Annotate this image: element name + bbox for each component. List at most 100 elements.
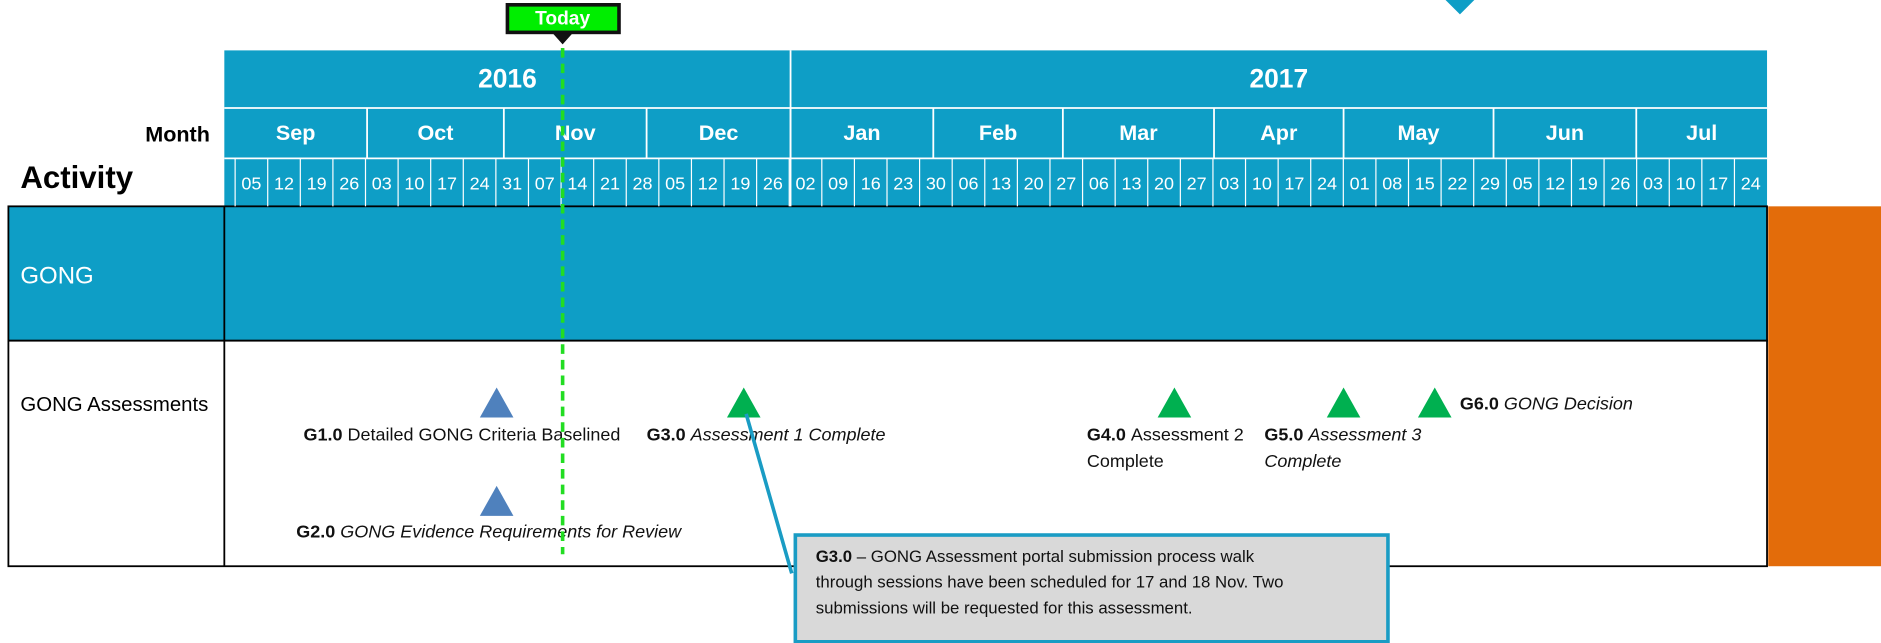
week-label: 17	[1708, 173, 1728, 193]
milestone-label: G4.0 Assessment 2	[1087, 424, 1244, 444]
week-label: 08	[1382, 173, 1402, 193]
milestone	[1157, 387, 1192, 418]
month-label: Jun	[1546, 120, 1584, 145]
week-label: 30	[926, 173, 946, 193]
milestone-text: GONG Decision	[1504, 393, 1633, 413]
milestone-text: Assessment 1 Complete	[690, 424, 886, 444]
callout-line: through sessions have been scheduled for…	[816, 573, 1284, 592]
week-label: 05	[1513, 173, 1533, 193]
week-label: 27	[1187, 173, 1207, 193]
week-label: 23	[893, 173, 913, 193]
week-label: 10	[1676, 173, 1696, 193]
milestone	[479, 387, 514, 418]
milestone-code: G1.0	[304, 424, 343, 444]
week-label: 12	[698, 173, 718, 193]
callout-text: G3.0 – GONG Assessment portal submission…	[816, 547, 1284, 618]
callout-text-line: – GONG Assessment portal submission proc…	[857, 547, 1255, 566]
month-label: Jan	[843, 120, 880, 145]
month-label: May	[1398, 120, 1440, 145]
week-label: 02	[796, 173, 816, 193]
milestone-label: Complete	[1087, 451, 1164, 471]
week-label: 06	[958, 173, 978, 193]
callout-pointer	[744, 413, 794, 574]
row-label: GONG	[20, 262, 93, 289]
week-label: 03	[1643, 173, 1663, 193]
week-label: 01	[1350, 173, 1370, 193]
callout-box	[793, 533, 1390, 643]
activity-label: Activity	[20, 160, 133, 195]
week-label: 14	[567, 173, 587, 193]
callout-text-line: through sessions have been scheduled for…	[816, 573, 1284, 592]
assessments-row	[7, 339, 1768, 568]
week-label: 27	[1056, 173, 1076, 193]
milestone-code: G2.0	[296, 521, 335, 541]
month-label: Apr	[1260, 120, 1298, 145]
gong-row	[7, 205, 1768, 342]
week-label: 13	[1121, 173, 1141, 193]
today-label: Today	[535, 8, 590, 29]
week-label: 12	[274, 173, 294, 193]
week-label: 24	[1741, 173, 1761, 193]
milestone-label: G2.0 GONG Evidence Requirements for Revi…	[296, 521, 682, 541]
week-label: 21	[600, 173, 620, 193]
callout-line: G3.0 – GONG Assessment portal submission…	[816, 547, 1255, 566]
milestone-text: GONG Evidence Requirements for Review	[340, 521, 682, 541]
milestone	[1417, 387, 1452, 418]
month-label: Jul	[1686, 120, 1717, 145]
milestone-code: G5.0	[1264, 424, 1303, 444]
week-label: 09	[828, 173, 848, 193]
milestone	[726, 387, 761, 418]
milestone-text: Complete	[1087, 451, 1164, 471]
today-pointer	[553, 33, 573, 45]
milestone-text: Assessment 2	[1131, 424, 1244, 444]
week-label: 26	[763, 173, 783, 193]
today-box	[505, 3, 621, 35]
week-label: 31	[502, 173, 522, 193]
month-label: Sep	[276, 120, 316, 145]
milestone	[1326, 387, 1361, 418]
milestone-label: G6.0 GONG Decision	[1460, 393, 1633, 413]
week-label: 17	[1284, 173, 1304, 193]
week-label: 19	[1578, 173, 1598, 193]
week-label: 10	[1252, 173, 1272, 193]
milestone-text: Detailed GONG Criteria Baselined	[348, 424, 621, 444]
milestone-label: Complete	[1264, 451, 1341, 471]
week-label: 03	[372, 173, 392, 193]
week-label: 24	[1317, 173, 1337, 193]
marker	[1445, 0, 1475, 15]
week-label: 07	[535, 173, 555, 193]
week-label: 15	[1415, 173, 1435, 193]
week-label: 26	[1610, 173, 1630, 193]
milestone-code: G6.0	[1460, 393, 1499, 413]
milestone-label: G3.0 Assessment 1 Complete	[647, 424, 886, 444]
milestone	[479, 485, 514, 516]
week-label: 05	[665, 173, 685, 193]
week-label: 03	[1219, 173, 1239, 193]
week-label: 19	[307, 173, 327, 193]
week-label: 28	[633, 173, 653, 193]
week-label: 10	[404, 173, 424, 193]
callout-text-line: submissions will be requested for this a…	[816, 599, 1193, 618]
week-label: 19	[730, 173, 750, 193]
week-label: 12	[1545, 173, 1565, 193]
row-label: GONG Assessments	[20, 394, 208, 416]
week-label: 06	[1089, 173, 1109, 193]
week-label: 05	[241, 173, 261, 193]
week-label: 24	[470, 173, 490, 193]
month-label: Mar	[1119, 120, 1158, 145]
year-label: 2017	[1249, 63, 1308, 93]
month-label: Month	[145, 121, 210, 146]
callout-line: submissions will be requested for this a…	[816, 599, 1193, 618]
week-label: 20	[1154, 173, 1174, 193]
week-label: 20	[1024, 173, 1044, 193]
month-label: Feb	[979, 120, 1017, 145]
milestone-text: Complete	[1264, 451, 1341, 471]
milestone-label: G5.0 Assessment 3	[1264, 424, 1421, 444]
month-label: Oct	[417, 120, 453, 145]
week-label: 17	[437, 173, 457, 193]
side-bar	[1768, 206, 1881, 567]
year-label: 2016	[478, 63, 537, 93]
week-label: 16	[861, 173, 881, 193]
